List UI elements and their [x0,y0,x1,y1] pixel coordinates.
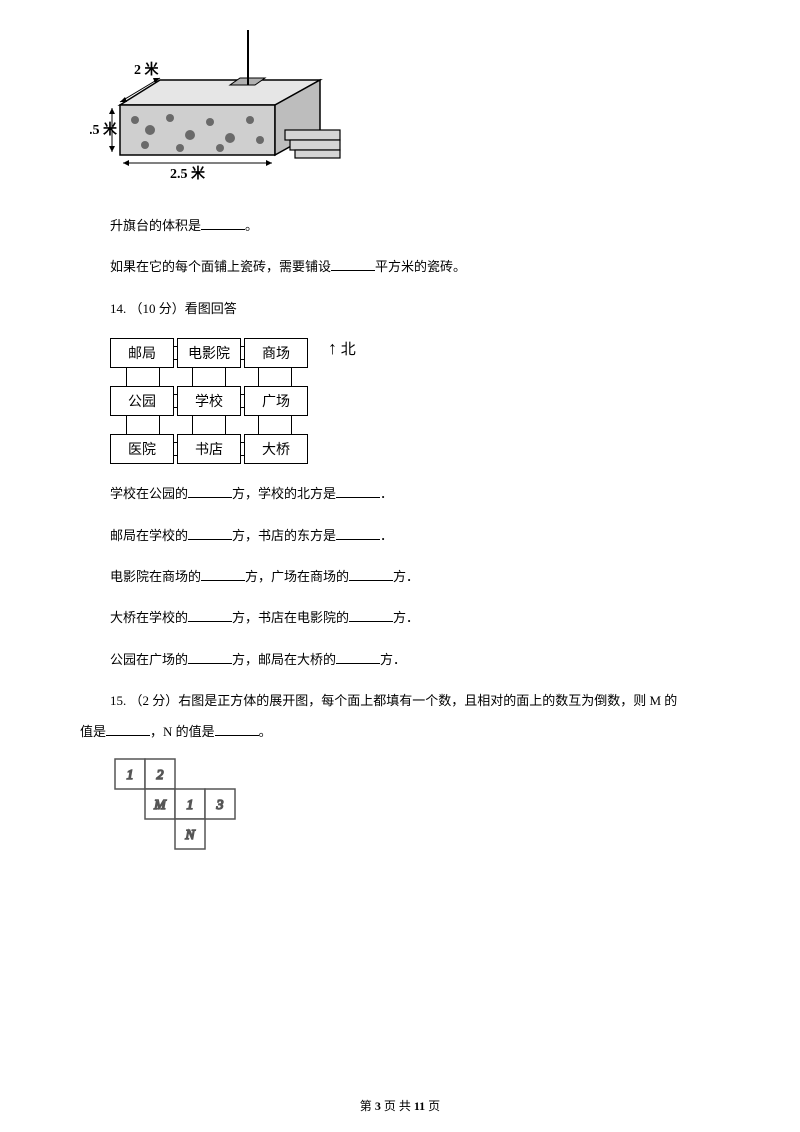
blank [331,256,375,271]
text: 平方米的瓷砖。 [375,259,466,274]
north-label: 北 [341,342,356,358]
node: 公园 [110,386,174,416]
page-footer: 第 3 页 共 11 页 [0,1097,800,1114]
text: 如果在它的每个面铺上瓷砖，需要铺设 [110,259,331,274]
text: 升旗台的体积是 [110,218,201,233]
arrow-up-icon: ↑ [328,339,337,357]
node: 电影院 [177,338,241,368]
text: 。 [245,218,258,233]
q14-l4: 大桥在学校的方，书店在电影院的方． [110,606,720,629]
svg-text:1: 1 [187,798,194,813]
blank [201,215,245,230]
q13-line1: 升旗台的体积是 。 [110,214,720,237]
node: 商场 [244,338,308,368]
q14-l2: 邮局在学校的方，书店的东方是． [110,524,720,547]
node: 医院 [110,434,174,464]
q14-l1: 学校在公园的方，学校的北方是． [110,482,720,505]
q14-l5: 公园在广场的方，邮局在大桥的方． [110,648,720,671]
svg-text:N: N [184,828,195,843]
q15-header: 15. （2 分）右图是正方体的展开图，每个面上都填有一个数，且相对的面上的数互… [110,689,720,712]
cube-net: 1 2 M 1 3 N [110,754,290,854]
q15-header2: 值是，N 的值是。 [80,721,720,740]
stage-figure: 2 米 1.5 米 2.5 米 [80,30,720,194]
node: 书店 [177,434,241,464]
q14-header: 14. （10 分）看图回答 [110,297,720,320]
node: 大桥 [244,434,308,464]
map-grid: 邮局 电影院 商场 公园 学校 广场 [110,338,470,464]
north-indicator: ↑ 北 [328,338,356,359]
dim-bottom: 2.5 米 [170,165,206,182]
dim-left: 1.5 米 [90,121,118,138]
q14-l3: 电影院在商场的方，广场在商场的方． [110,565,720,588]
node: 学校 [177,386,241,416]
svg-text:2: 2 [157,768,164,783]
node: 广场 [244,386,308,416]
svg-text:M: M [153,798,167,813]
svg-text:3: 3 [216,798,224,813]
q13-line2: 如果在它的每个面铺上瓷砖，需要铺设 平方米的瓷砖。 [110,255,720,278]
dim-top: 2 米 [134,61,160,78]
svg-text:1: 1 [127,768,134,783]
node: 邮局 [110,338,174,368]
